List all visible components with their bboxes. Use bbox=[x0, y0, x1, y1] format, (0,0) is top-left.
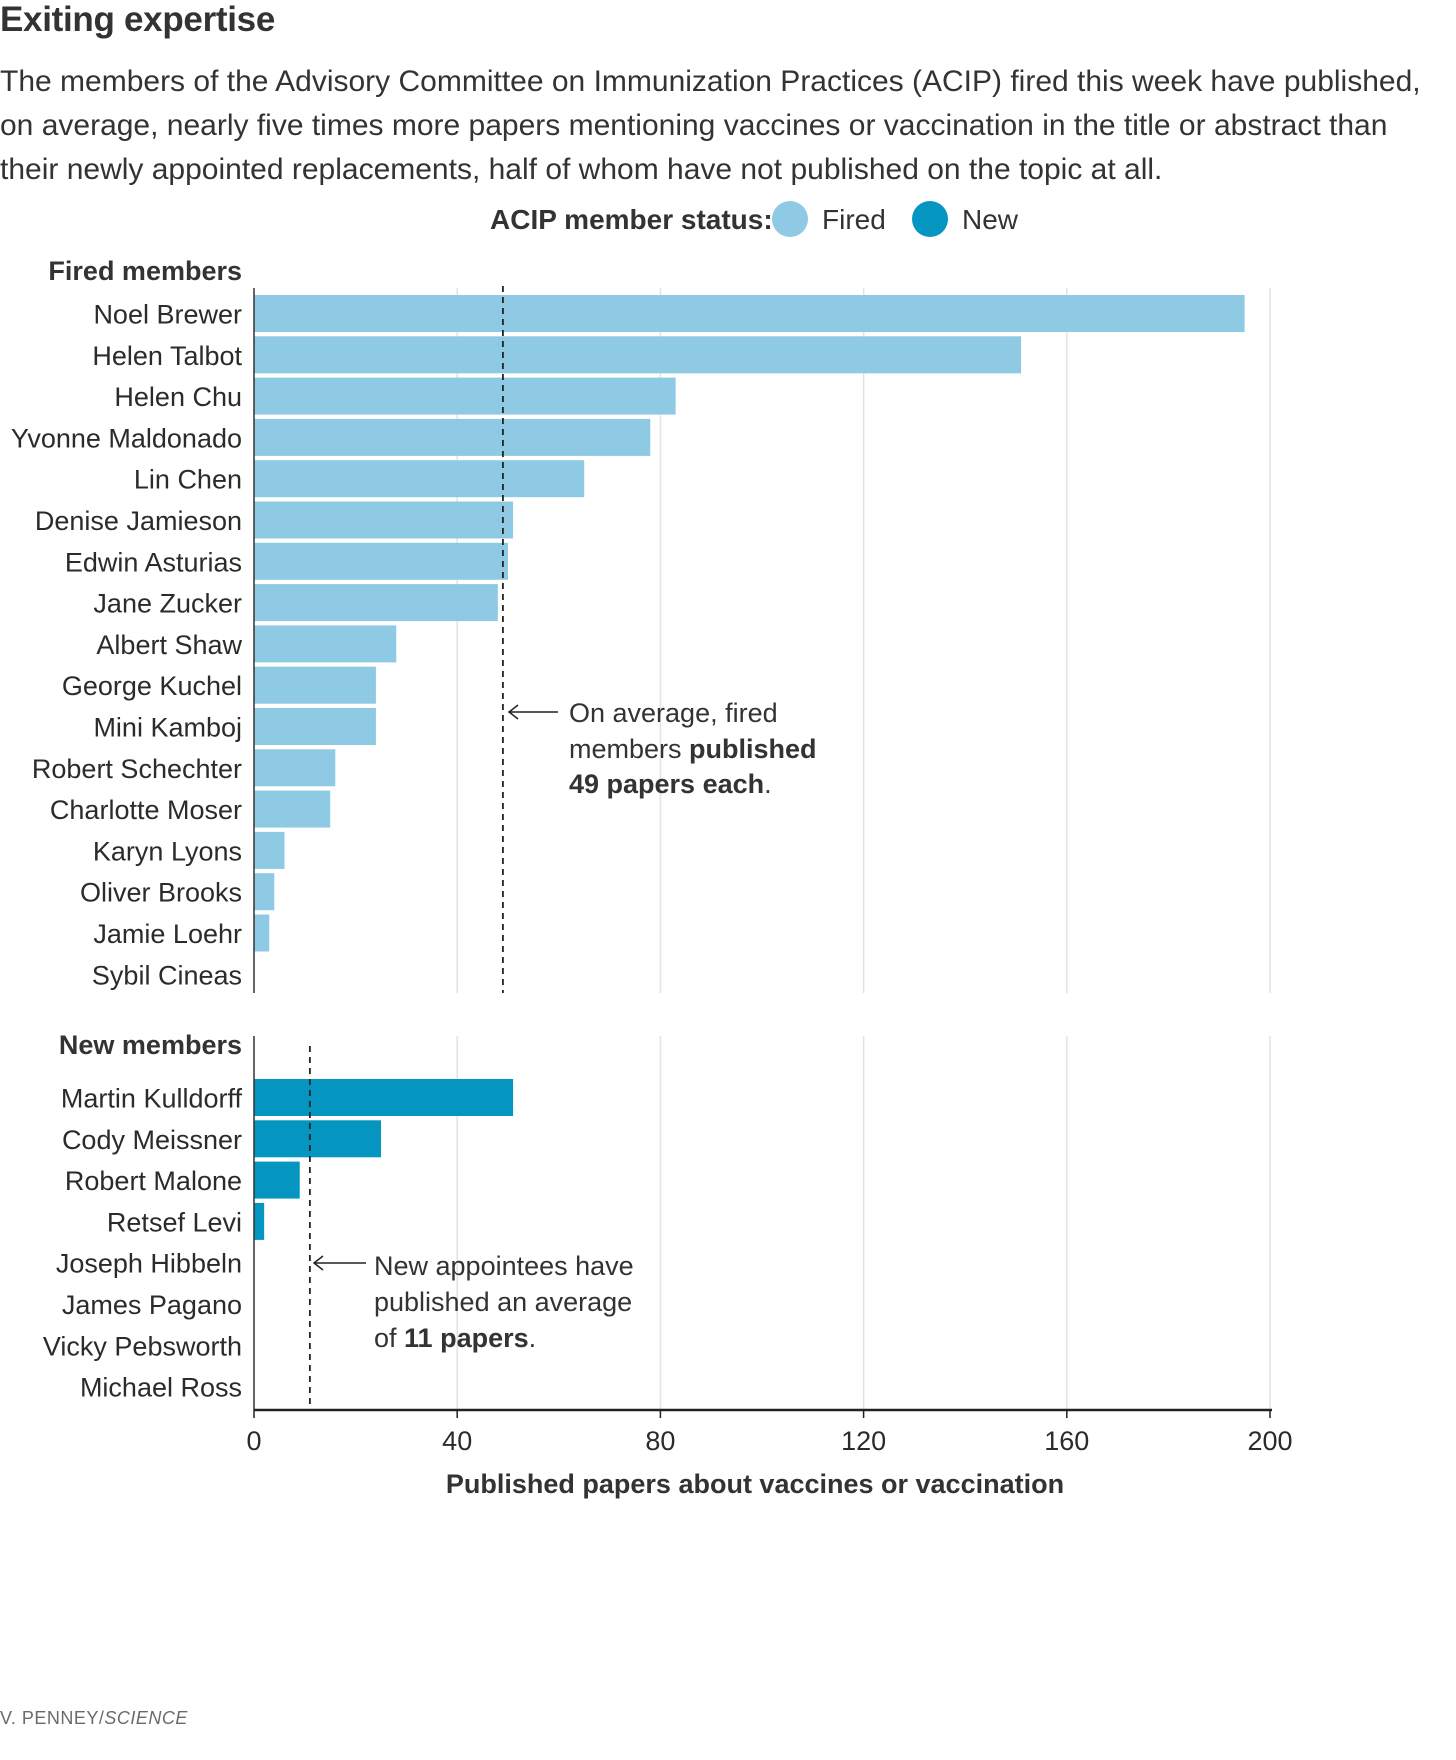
bar-karyn-lyons bbox=[254, 831, 285, 869]
bar-yvonne-maldonado bbox=[254, 418, 651, 456]
new-panel-title: New members bbox=[59, 1030, 242, 1060]
label-cody-meissner: Cody Meissner bbox=[62, 1125, 242, 1155]
label-robert-schechter: Robert Schechter bbox=[32, 754, 242, 784]
legend-item-new: New bbox=[962, 204, 1019, 235]
bar-albert-shaw bbox=[254, 625, 397, 663]
x-tick-label-200: 200 bbox=[1247, 1426, 1292, 1456]
fired-annotation-line2: members published bbox=[569, 734, 817, 764]
label-lin-chen: Lin Chen bbox=[134, 465, 242, 495]
legend-swatch-new bbox=[912, 201, 948, 237]
bar-robert-malone bbox=[254, 1161, 300, 1199]
credit-name: V. PENNEY/ bbox=[0, 1708, 105, 1728]
label-james-pagano: James Pagano bbox=[62, 1290, 242, 1320]
fired-annotation-line3a: 49 papers each bbox=[569, 769, 764, 799]
credit: V. PENNEY/SCIENCE bbox=[0, 1708, 188, 1729]
new-bars: Martin Kulldorff Cody Meissner Robert Malo… bbox=[43, 1036, 514, 1410]
bar-george-kuchel bbox=[254, 666, 376, 704]
label-yvonne-maldonado: Yvonne Maldonado bbox=[11, 423, 242, 453]
new-average-annotation: New appointees have published an average… bbox=[312, 1251, 634, 1353]
bar-lin-chen bbox=[254, 460, 585, 498]
bar-retsef-levi bbox=[254, 1202, 265, 1240]
legend-swatch-fired bbox=[772, 201, 808, 237]
x-axis-title: Published papers about vaccines or vacci… bbox=[446, 1469, 1064, 1499]
x-tick-label-0: 0 bbox=[246, 1426, 261, 1456]
label-denise-jamieson: Denise Jamieson bbox=[35, 506, 242, 536]
new-annotation-line3c: . bbox=[529, 1323, 537, 1353]
fired-average-annotation: On average, fired members published 49 p… bbox=[507, 698, 817, 799]
fired-annotation-line3b: . bbox=[764, 769, 772, 799]
new-annotation-line3: of 11 papers. bbox=[374, 1323, 536, 1353]
bar-martin-kulldorff bbox=[254, 1079, 514, 1116]
x-tick-label-120: 120 bbox=[841, 1426, 886, 1456]
label-michael-ross: Michael Ross bbox=[80, 1373, 242, 1403]
fired-annotation-arrowhead bbox=[507, 704, 519, 720]
fired-annotation-line1: On average, fired bbox=[569, 698, 778, 728]
label-oliver-brooks: Oliver Brooks bbox=[80, 878, 242, 908]
legend-item-fired: Fired bbox=[822, 204, 886, 235]
credit-outlet: SCIENCE bbox=[104, 1708, 188, 1728]
label-edwin-asturias: Edwin Asturias bbox=[65, 547, 242, 577]
bar-jane-zucker bbox=[254, 584, 498, 622]
legend: ACIP member status: Fired New bbox=[490, 201, 1019, 237]
fired-panel-title: Fired members bbox=[48, 256, 242, 286]
new-annotation-line1: New appointees have bbox=[374, 1251, 634, 1281]
new-annotation-line2: published an average bbox=[374, 1287, 632, 1317]
fired-annotation-line3: 49 papers each. bbox=[569, 769, 772, 799]
chart-title: Exiting expertise bbox=[0, 0, 276, 39]
label-george-kuchel: George Kuchel bbox=[62, 671, 242, 701]
label-vicky-pebsworth: Vicky Pebsworth bbox=[43, 1331, 242, 1361]
bar-mini-kamboj bbox=[254, 708, 376, 745]
bar-denise-jamieson bbox=[254, 501, 514, 539]
bar-jamie-loehr bbox=[254, 914, 270, 952]
new-annotation-line3a: of bbox=[374, 1323, 404, 1353]
chart-subtitle: The members of the Advisory Committee on… bbox=[0, 65, 1421, 186]
bar-cody-meissner bbox=[254, 1120, 381, 1158]
new-annotation-line3b: 11 papers bbox=[404, 1323, 529, 1353]
bar-edwin-asturias bbox=[254, 542, 508, 580]
x-tick-label-80: 80 bbox=[645, 1426, 675, 1456]
legend-label: ACIP member status: bbox=[490, 204, 773, 235]
label-karyn-lyons: Karyn Lyons bbox=[93, 836, 242, 866]
gridlines bbox=[456, 288, 1271, 1410]
bar-robert-schechter bbox=[254, 749, 336, 787]
label-martin-kulldorff: Martin Kulldorff bbox=[61, 1084, 243, 1114]
label-helen-talbot: Helen Talbot bbox=[92, 341, 242, 371]
x-axis: 0 40 80 120 160 200 bbox=[246, 1408, 1293, 1456]
label-robert-malone: Robert Malone bbox=[65, 1166, 242, 1196]
label-jane-zucker: Jane Zucker bbox=[93, 589, 242, 619]
bar-oliver-brooks bbox=[254, 873, 275, 911]
label-retsef-levi: Retsef Levi bbox=[107, 1207, 242, 1237]
label-noel-brewer: Noel Brewer bbox=[93, 300, 242, 330]
new-annotation-arrowhead bbox=[312, 1255, 324, 1271]
label-albert-shaw: Albert Shaw bbox=[96, 630, 242, 660]
average-lines bbox=[308, 286, 504, 1410]
label-mini-kamboj: Mini Kamboj bbox=[93, 713, 242, 743]
fired-bars: Noel Brewer Helen Talbot Helen Chu Yvonne M… bbox=[11, 288, 1245, 993]
x-tick-label-40: 40 bbox=[442, 1426, 472, 1456]
bar-charlotte-moser bbox=[254, 790, 331, 828]
bar-helen-talbot bbox=[254, 336, 1022, 374]
label-helen-chu: Helen Chu bbox=[114, 382, 242, 412]
bar-helen-chu bbox=[254, 377, 676, 415]
label-charlotte-moser: Charlotte Moser bbox=[50, 795, 242, 825]
fired-annotation-line2a: members bbox=[569, 734, 689, 764]
bar-noel-brewer bbox=[254, 295, 1245, 332]
fired-annotation-line2b: published bbox=[689, 734, 817, 764]
label-joseph-hibbeln: Joseph Hibbeln bbox=[56, 1249, 242, 1279]
label-sybil-cineas: Sybil Cineas bbox=[92, 960, 242, 990]
bar-chart: ACIP member status: Fired New Fired memb… bbox=[11, 201, 1293, 1499]
label-jamie-loehr: Jamie Loehr bbox=[93, 919, 242, 949]
x-tick-label-160: 160 bbox=[1044, 1426, 1089, 1456]
